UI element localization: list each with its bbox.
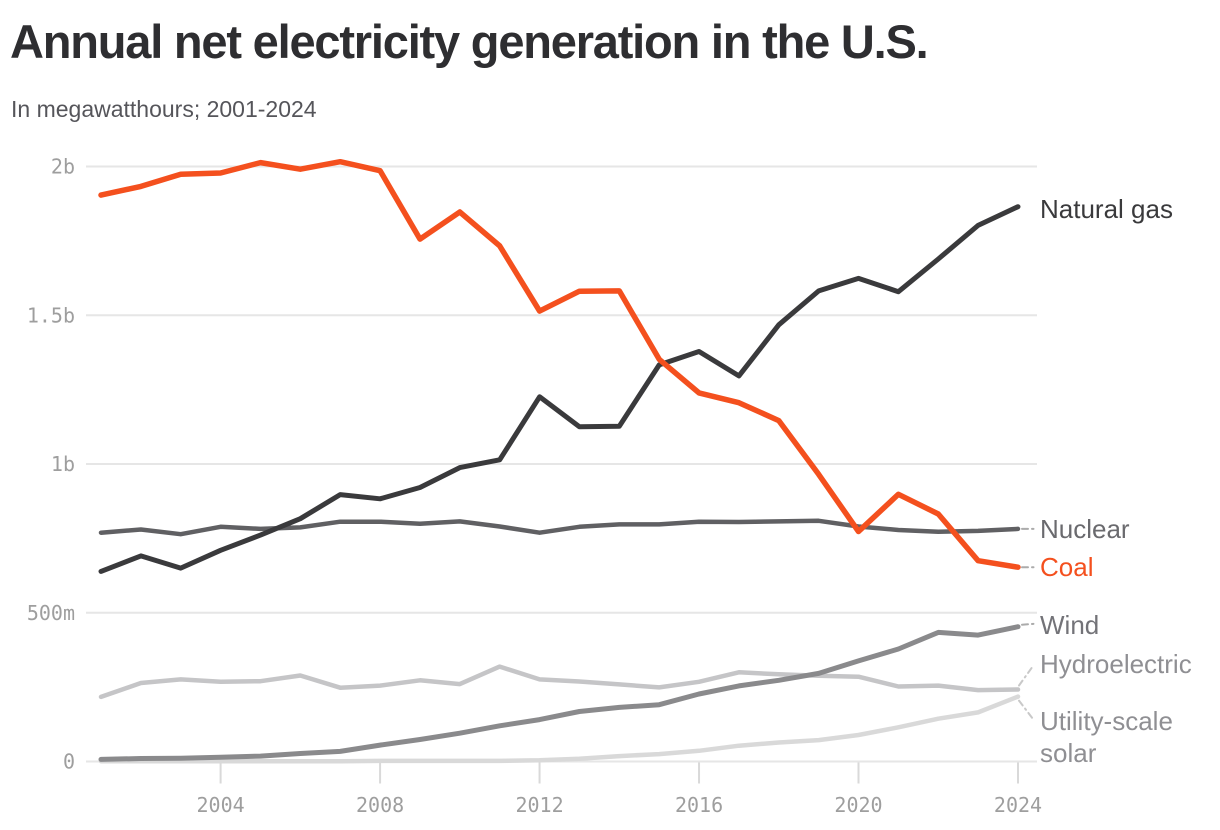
y-axis-label: 500m (27, 601, 75, 625)
x-axis-label: 2012 (515, 793, 563, 817)
x-axis-label: 2004 (197, 793, 245, 817)
chart-subtitle: In megawatthours; 2001-2024 (11, 96, 317, 122)
series-label-wind: Wind (1040, 610, 1100, 640)
y-axis-label: 2b (51, 155, 75, 179)
leader-line-utility-scale-solar (1018, 699, 1034, 720)
y-axis-label: 1b (51, 452, 75, 476)
y-axis-label: 1.5b (27, 303, 75, 327)
x-axis-label: 2024 (994, 793, 1042, 817)
series-label-utility-scale-solar: Utility-scale solar (1040, 706, 1173, 768)
series-label-nuclear: Nuclear (1040, 514, 1130, 544)
x-axis-label: 2020 (834, 793, 882, 817)
x-axis-label: 2008 (356, 793, 404, 817)
chart-title: Annual net electricity generation in the… (10, 15, 929, 68)
series-line-utility-scale-solar (98, 694, 1021, 764)
series-line-coal (98, 158, 1021, 570)
series-label-coal: Coal (1040, 552, 1094, 582)
leader-line-hydroelectric (1018, 665, 1034, 687)
series-line-hydroelectric (98, 664, 1021, 700)
y-axis-label: 0 (63, 750, 75, 774)
series-line-natural-gas (98, 204, 1021, 574)
leader-line-wind (1021, 622, 1036, 626)
series-line-nuclear (98, 518, 1021, 537)
series-label-natural-gas: Natural gas (1040, 194, 1173, 224)
x-axis-label: 2016 (675, 793, 723, 817)
series-label-hydroelectric: Hydroelectric (1040, 649, 1192, 679)
series-line-wind (98, 624, 1021, 762)
